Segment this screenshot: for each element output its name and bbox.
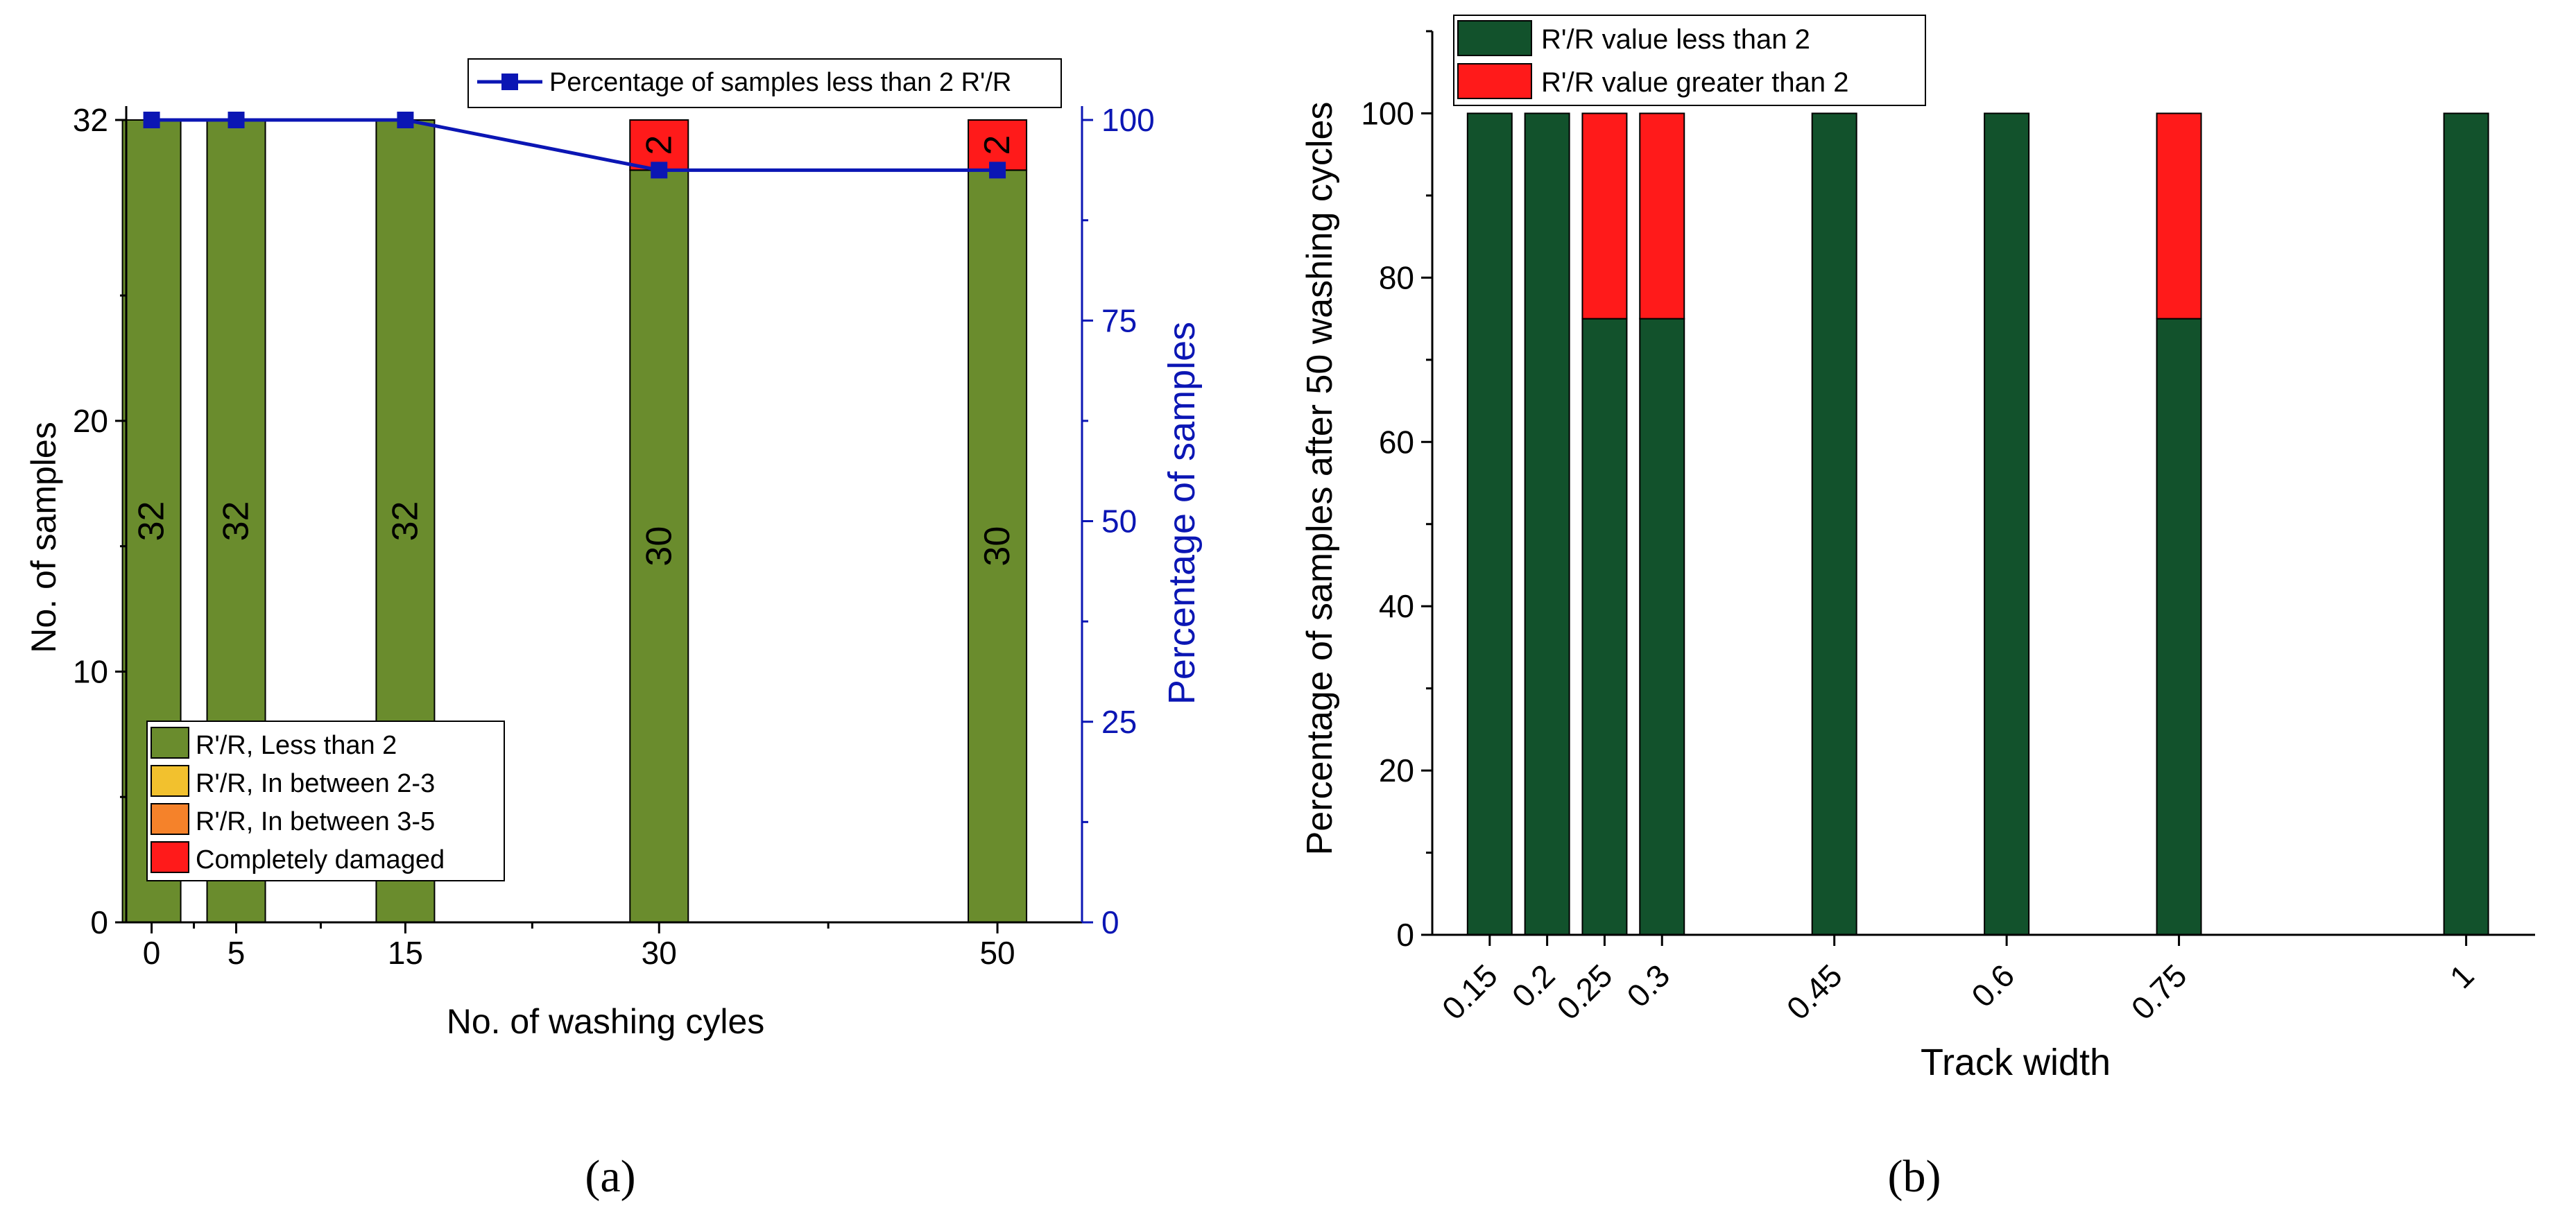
- percentage-line-point: [397, 112, 414, 128]
- panel-a-caption: (a): [585, 1151, 635, 1202]
- percentage-line-point: [989, 162, 1006, 179]
- panel-b-bars: [1466, 112, 2489, 936]
- y-tick-label: 20: [73, 403, 108, 439]
- panel-a-y-axis-label: No. of samples: [24, 422, 63, 653]
- bar-0.3-series-1: [1639, 112, 1685, 320]
- panel-b-legend: R'/R value less than 2 R'/R value greate…: [1453, 15, 1926, 106]
- legend-label-greater-than-2-b: R'/R value greater than 2: [1541, 67, 1848, 98]
- y2-tick-label: 50: [1101, 503, 1137, 540]
- bar-1-series-0: [2443, 112, 2489, 936]
- x-tick-label: 0.25: [1549, 957, 1619, 1026]
- bar-data-label: 30: [639, 526, 679, 567]
- bar-data-label: 30: [977, 526, 1017, 567]
- panel-b-x-axis-label: Track width: [1921, 1042, 2111, 1083]
- percentage-line-point: [143, 112, 160, 128]
- percentage-line-point: [651, 162, 668, 179]
- bar-data-label: 2: [639, 135, 679, 155]
- bar-0.45-series-0: [1811, 112, 1857, 936]
- x-tick-label: 0.75: [2124, 957, 2194, 1026]
- x-tick-label: 0.6: [1964, 957, 2021, 1014]
- legend-swatch-completely-damaged: [151, 841, 189, 873]
- bar-0.75-series-1: [2156, 112, 2202, 320]
- y-tick-label: 0: [90, 904, 108, 940]
- x-tick-label: 50: [979, 935, 1015, 971]
- x-tick-label: 0.15: [1435, 957, 1504, 1026]
- legend-swatch-less-than-2: [151, 727, 189, 759]
- y-tick-label: 20: [1379, 752, 1414, 788]
- y2-tick-label: 75: [1101, 302, 1137, 338]
- bar-50-series-3: [968, 119, 1028, 171]
- legend-swatch-between-3-5: [151, 803, 189, 835]
- legend-label-between-3-5: R'/R, In between 3-5: [196, 807, 435, 836]
- y-tick-label: 40: [1379, 588, 1414, 624]
- x-tick-label: 0.2: [1505, 957, 1562, 1014]
- x-tick-label: 5: [227, 935, 246, 971]
- y-tick-label: 100: [1361, 95, 1414, 131]
- x-tick-label: 0.45: [1780, 957, 1849, 1026]
- panel-a-y2-axis-label: Percentage of samples: [1161, 322, 1203, 705]
- percentage-line: [151, 118, 998, 172]
- panel-a-legend: R'/R, Less than 2 R'/R, In between 2-3 R…: [146, 721, 505, 881]
- panel-a-line-legend: Percentage of samples less than 2 R'/R: [467, 58, 1062, 108]
- y2-tick-label: 25: [1101, 704, 1137, 740]
- legend-label-between-2-3: R'/R, In between 2-3: [196, 769, 435, 798]
- chart-panel-b: 0 20 40 60 80 100 0.15 0.20.25 0.3 0.45 0.6 0.75 1 T…: [1300, 15, 2535, 1202]
- bar-data-label: 32: [385, 501, 425, 542]
- bar-0.15-series-0: [1466, 112, 1513, 936]
- legend-label-less-than-2: R'/R, Less than 2: [196, 731, 397, 760]
- x-tick-label: 15: [388, 935, 423, 971]
- panel-b-y-axis-label: Percentage of samples after 50 washing c…: [1300, 102, 1340, 856]
- x-tick-label: 0.3: [1620, 957, 1676, 1014]
- panel-b-caption: (b): [1888, 1151, 1941, 1202]
- bar-data-label: 32: [132, 501, 172, 542]
- bar-0.2-series-0: [1524, 112, 1570, 936]
- panel-a-axes: 0 10 20 32 0 25 50 75 100 0 5 15 30 50: [73, 102, 1155, 971]
- bar-data-label: 2: [977, 135, 1017, 155]
- y-tick-label: 60: [1379, 424, 1414, 460]
- y-tick-label: 10: [73, 653, 108, 689]
- line-legend-label: Percentage of samples less than 2 R'/R: [549, 68, 1011, 97]
- percentage-line-point: [227, 112, 245, 128]
- panel-a-line-series: [143, 112, 1006, 179]
- bar-0.25-series-0: [1581, 318, 1628, 936]
- legend-swatch-less-than-2-b: [1457, 20, 1532, 56]
- y-tick-label: 32: [73, 102, 108, 138]
- bar-0.3-series-0: [1639, 318, 1685, 936]
- x-tick-label: 1: [2443, 957, 2481, 995]
- x-tick-label: 0: [143, 935, 161, 971]
- line-legend-marker: [501, 74, 518, 90]
- panel-a-x-axis-label: No. of washing cyles: [447, 1002, 765, 1041]
- y2-tick-label: 100: [1101, 102, 1155, 138]
- legend-swatch-greater-than-2-b: [1457, 63, 1532, 99]
- y-tick-label: 80: [1379, 259, 1414, 295]
- legend-label-less-than-2-b: R'/R value less than 2: [1541, 24, 1810, 55]
- bar-data-label: 32: [216, 501, 257, 542]
- legend-label-completely-damaged: Completely damaged: [196, 845, 445, 874]
- bar-0.25-series-1: [1581, 112, 1628, 320]
- legend-swatch-between-2-3: [151, 765, 189, 797]
- bar-0.75-series-0: [2156, 318, 2202, 936]
- x-tick-label: 30: [642, 935, 677, 971]
- bar-0.6-series-0: [1984, 112, 2030, 936]
- y-tick-label: 0: [1396, 917, 1414, 953]
- y2-tick-label: 0: [1101, 904, 1119, 940]
